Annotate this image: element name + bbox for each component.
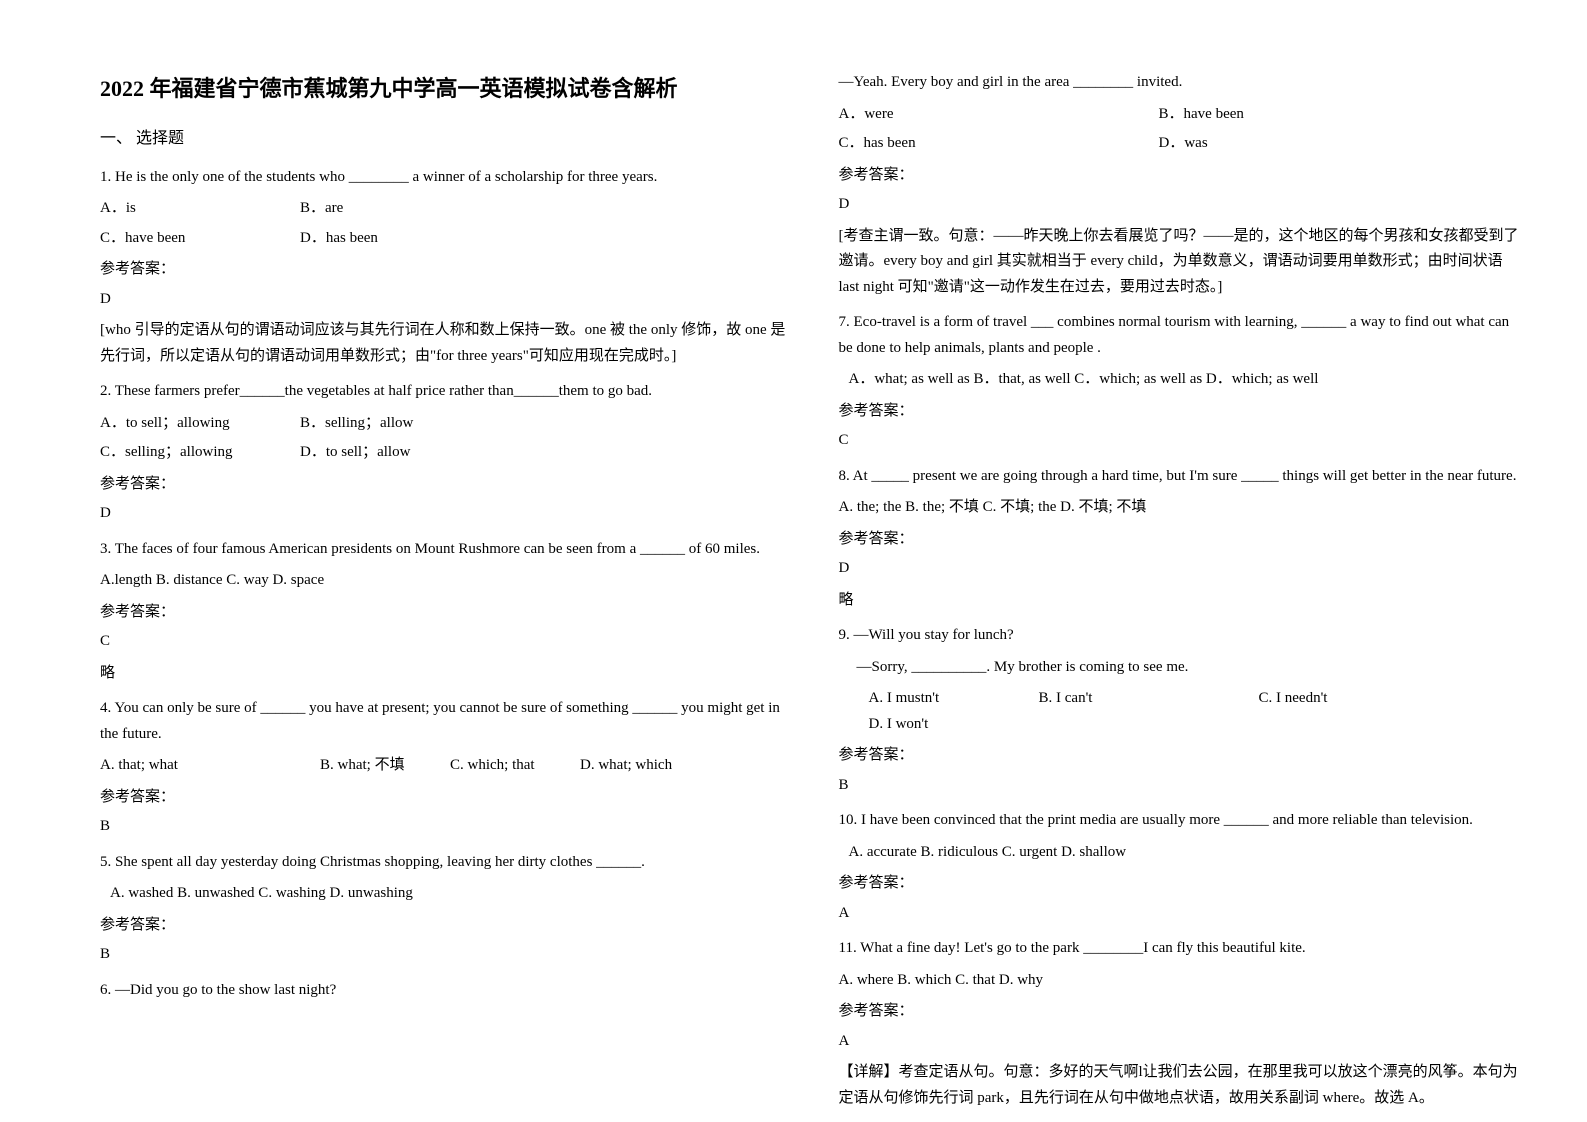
question-1: 1. He is the only one of the students wh… [100,165,789,370]
q2-ans: D [100,501,789,527]
q5-ans-label: 参考答案： [100,913,789,939]
q6b-options: A．were B．have been [839,102,1528,128]
q2-opt-c: C．selling；allowing [100,440,280,466]
q9-ans-label: 参考答案： [839,743,1528,769]
q1-opt-c: C．have been [100,226,280,252]
page: 2022 年福建省宁德市蕉城第九中学高一英语模拟试卷含解析 一、 选择题 1. … [0,0,1587,1122]
q4-ans: B [100,814,789,840]
q4-options: A. that; what B. what; 不填 C. which; that… [100,753,789,779]
q9-opt-b: B. I can't [1039,686,1239,712]
question-4: 4. You can only be sure of ______ you ha… [100,696,789,840]
q8-text: 8. At _____ present we are going through… [839,464,1528,490]
section-heading: 一、 选择题 [100,125,789,152]
q2-options-2: C．selling；allowing D．to sell；allow [100,440,789,466]
q6b-text: —Yeah. Every boy and girl in the area __… [839,70,1528,96]
q6b-opt-c: C．has been [839,131,1139,157]
q2-opt-a: A．to sell；allowing [100,411,280,437]
question-3: 3. The faces of four famous American pre… [100,537,789,687]
q4-opt-c: C. which; that [450,753,560,779]
q3-text: 3. The faces of four famous American pre… [100,537,789,563]
q11-ans: A [839,1029,1528,1055]
q9-text2: —Sorry, __________. My brother is coming… [839,655,1528,681]
q2-ans-label: 参考答案： [100,472,789,498]
q2-opt-d: D．to sell；allow [300,440,480,466]
q2-text: 2. These farmers prefer______the vegetab… [100,379,789,405]
q10-ans: A [839,901,1528,927]
q4-opt-a: A. that; what [100,753,300,779]
q9-opt-c: C. I needn't [1259,686,1389,712]
question-6b: —Yeah. Every boy and girl in the area __… [839,70,1528,300]
q8-opts: A. the; the B. the; 不填 C. 不填; the D. 不填;… [839,495,1528,521]
q4-ans-label: 参考答案： [100,785,789,811]
q1-ans-label: 参考答案： [100,257,789,283]
q11-text: 11. What a fine day! Let's go to the par… [839,936,1528,962]
q9-ans: B [839,773,1528,799]
q5-ans: B [100,942,789,968]
q6-text: 6. —Did you go to the show last night? [100,978,789,1004]
q4-text: 4. You can only be sure of ______ you ha… [100,696,789,747]
q11-opts: A. where B. which C. that D. why [839,968,1528,994]
question-10: 10. I have been convinced that the print… [839,808,1528,926]
question-9: 9. —Will you stay for lunch? —Sorry, ___… [839,623,1528,798]
q11-explain: 【详解】考查定语从句。句意：多好的天气啊l让我们去公园，在那里我可以放这个漂亮的… [839,1060,1528,1111]
q1-ans: D [100,287,789,313]
q5-text: 5. She spent all day yesterday doing Chr… [100,850,789,876]
question-11: 11. What a fine day! Let's go to the par… [839,936,1528,1111]
q8-ans: D [839,556,1528,582]
q6b-ans: D [839,192,1528,218]
q2-opt-b: B．selling；allow [300,411,480,437]
q10-ans-label: 参考答案： [839,871,1528,897]
q7-text: 7. Eco-travel is a form of travel ___ co… [839,310,1528,361]
question-5: 5. She spent all day yesterday doing Chr… [100,850,789,968]
q4-opt-b: B. what; 不填 [320,753,430,779]
q3-explain: 略 [100,661,789,687]
q9-text1: 9. —Will you stay for lunch? [839,623,1528,649]
q9-opt-d: D. I won't [869,712,979,738]
q3-ans-label: 参考答案： [100,600,789,626]
q6b-options-2: C．has been D．was [839,131,1528,157]
q1-options: A．is B．are [100,196,789,222]
q10-opts: A. accurate B. ridiculous C. urgent D. s… [839,840,1528,866]
left-column: 2022 年福建省宁德市蕉城第九中学高一英语模拟试卷含解析 一、 选择题 1. … [100,70,819,1082]
q5-opts: A. washed B. unwashed C. washing D. unwa… [100,881,789,907]
q6b-opt-a: A．were [839,102,1139,128]
q2-options: A．to sell；allowing B．selling；allow [100,411,789,437]
q9-options: A. I mustn't B. I can't C. I needn't D. … [839,686,1528,737]
question-2: 2. These farmers prefer______the vegetab… [100,379,789,527]
q11-ans-label: 参考答案： [839,999,1528,1025]
q1-text: 1. He is the only one of the students wh… [100,165,789,191]
q10-text: 10. I have been convinced that the print… [839,808,1528,834]
q8-ans-label: 参考答案： [839,527,1528,553]
doc-title: 2022 年福建省宁德市蕉城第九中学高一英语模拟试卷含解析 [100,70,789,107]
q6b-ans-label: 参考答案： [839,163,1528,189]
q6b-opt-d: D．was [1159,131,1339,157]
right-column: —Yeah. Every boy and girl in the area __… [819,70,1538,1082]
q7-ans: C [839,428,1528,454]
q8-explain: 略 [839,588,1528,614]
q1-opt-d: D．has been [300,226,480,252]
q6b-explain: [考查主谓一致。句意：——昨天晚上你去看展览了吗？——是的，这个地区的每个男孩和… [839,224,1528,301]
q1-explain: [who 引导的定语从句的谓语动词应该与其先行词在人称和数上保持一致。one 被… [100,318,789,369]
q1-options-2: C．have been D．has been [100,226,789,252]
q3-opts: A.length B. distance C. way D. space [100,568,789,594]
q7-ans-label: 参考答案： [839,399,1528,425]
q1-opt-b: B．are [300,196,480,222]
q7-opts: A．what; as well as B．that, as well C．whi… [839,367,1528,393]
q4-opt-d: D. what; which [580,753,690,779]
question-8: 8. At _____ present we are going through… [839,464,1528,614]
question-7: 7. Eco-travel is a form of travel ___ co… [839,310,1528,454]
q1-opt-a: A．is [100,196,280,222]
q3-ans: C [100,629,789,655]
q6b-opt-b: B．have been [1159,102,1339,128]
q9-opt-a: A. I mustn't [869,686,1019,712]
